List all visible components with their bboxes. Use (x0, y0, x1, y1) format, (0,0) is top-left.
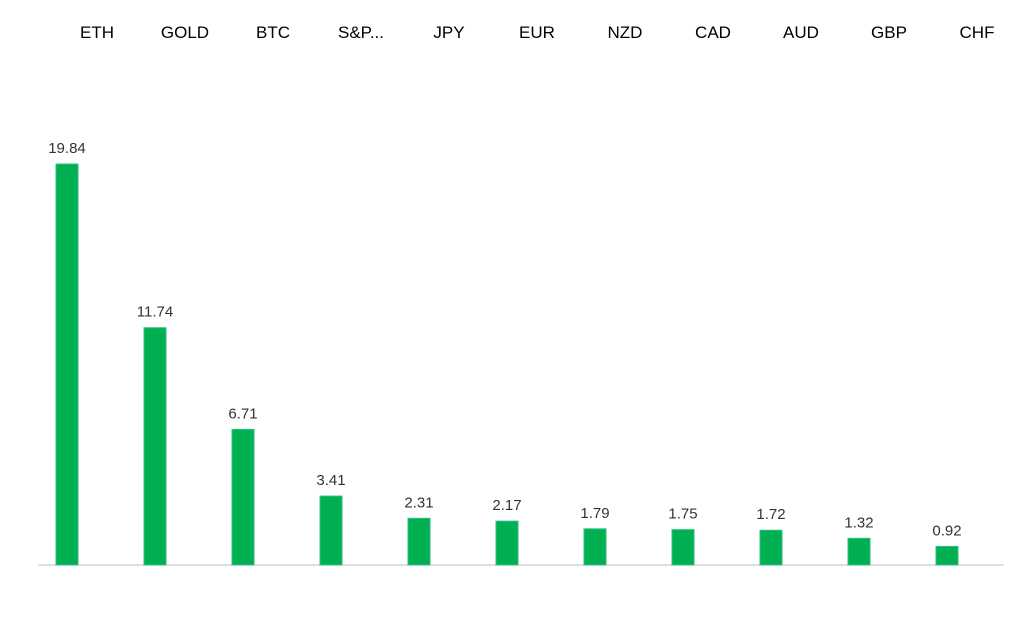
category-label: GOLD (161, 23, 209, 42)
data-label: 1.79 (580, 505, 609, 522)
bar (55, 163, 79, 566)
bar (319, 495, 343, 566)
category-label: ETH (80, 23, 114, 42)
bars (55, 163, 959, 566)
category-label: AUD (783, 23, 819, 42)
category-label: EUR (519, 23, 555, 42)
data-label: 1.72 (756, 506, 785, 523)
bar (495, 520, 519, 566)
data-label: 3.41 (316, 472, 345, 489)
category-label: CAD (695, 23, 731, 42)
bar (407, 517, 431, 566)
category-label: BTC (256, 23, 290, 42)
data-label: 11.74 (137, 304, 173, 321)
data-label: 2.17 (492, 497, 521, 514)
data-label: 6.71 (228, 405, 257, 422)
category-label: S&P... (338, 23, 384, 42)
bar (935, 545, 959, 566)
category-label: CHF (960, 23, 995, 42)
category-label: NZD (608, 23, 643, 42)
bar (759, 529, 783, 566)
data-label: 19.84 (48, 140, 86, 157)
data-label: 1.32 (844, 514, 873, 531)
category-label: GBP (871, 23, 907, 42)
category-label: JPY (433, 23, 464, 42)
category-labels: ETH GOLD BTC S&P... JPY EUR NZD CAD AUD GBP CHF (80, 23, 994, 42)
data-label: 0.92 (932, 522, 961, 539)
value-labels: 19.84 11.74 6.71 3.41 2.31 2.17 1.79 1.75 1.72 1.… (48, 140, 961, 539)
bar (671, 529, 695, 566)
bar (231, 428, 255, 566)
data-label: 2.31 (404, 494, 433, 511)
bar (143, 327, 167, 566)
data-label: 1.75 (668, 506, 697, 523)
bar (847, 537, 871, 566)
bar (583, 528, 607, 566)
